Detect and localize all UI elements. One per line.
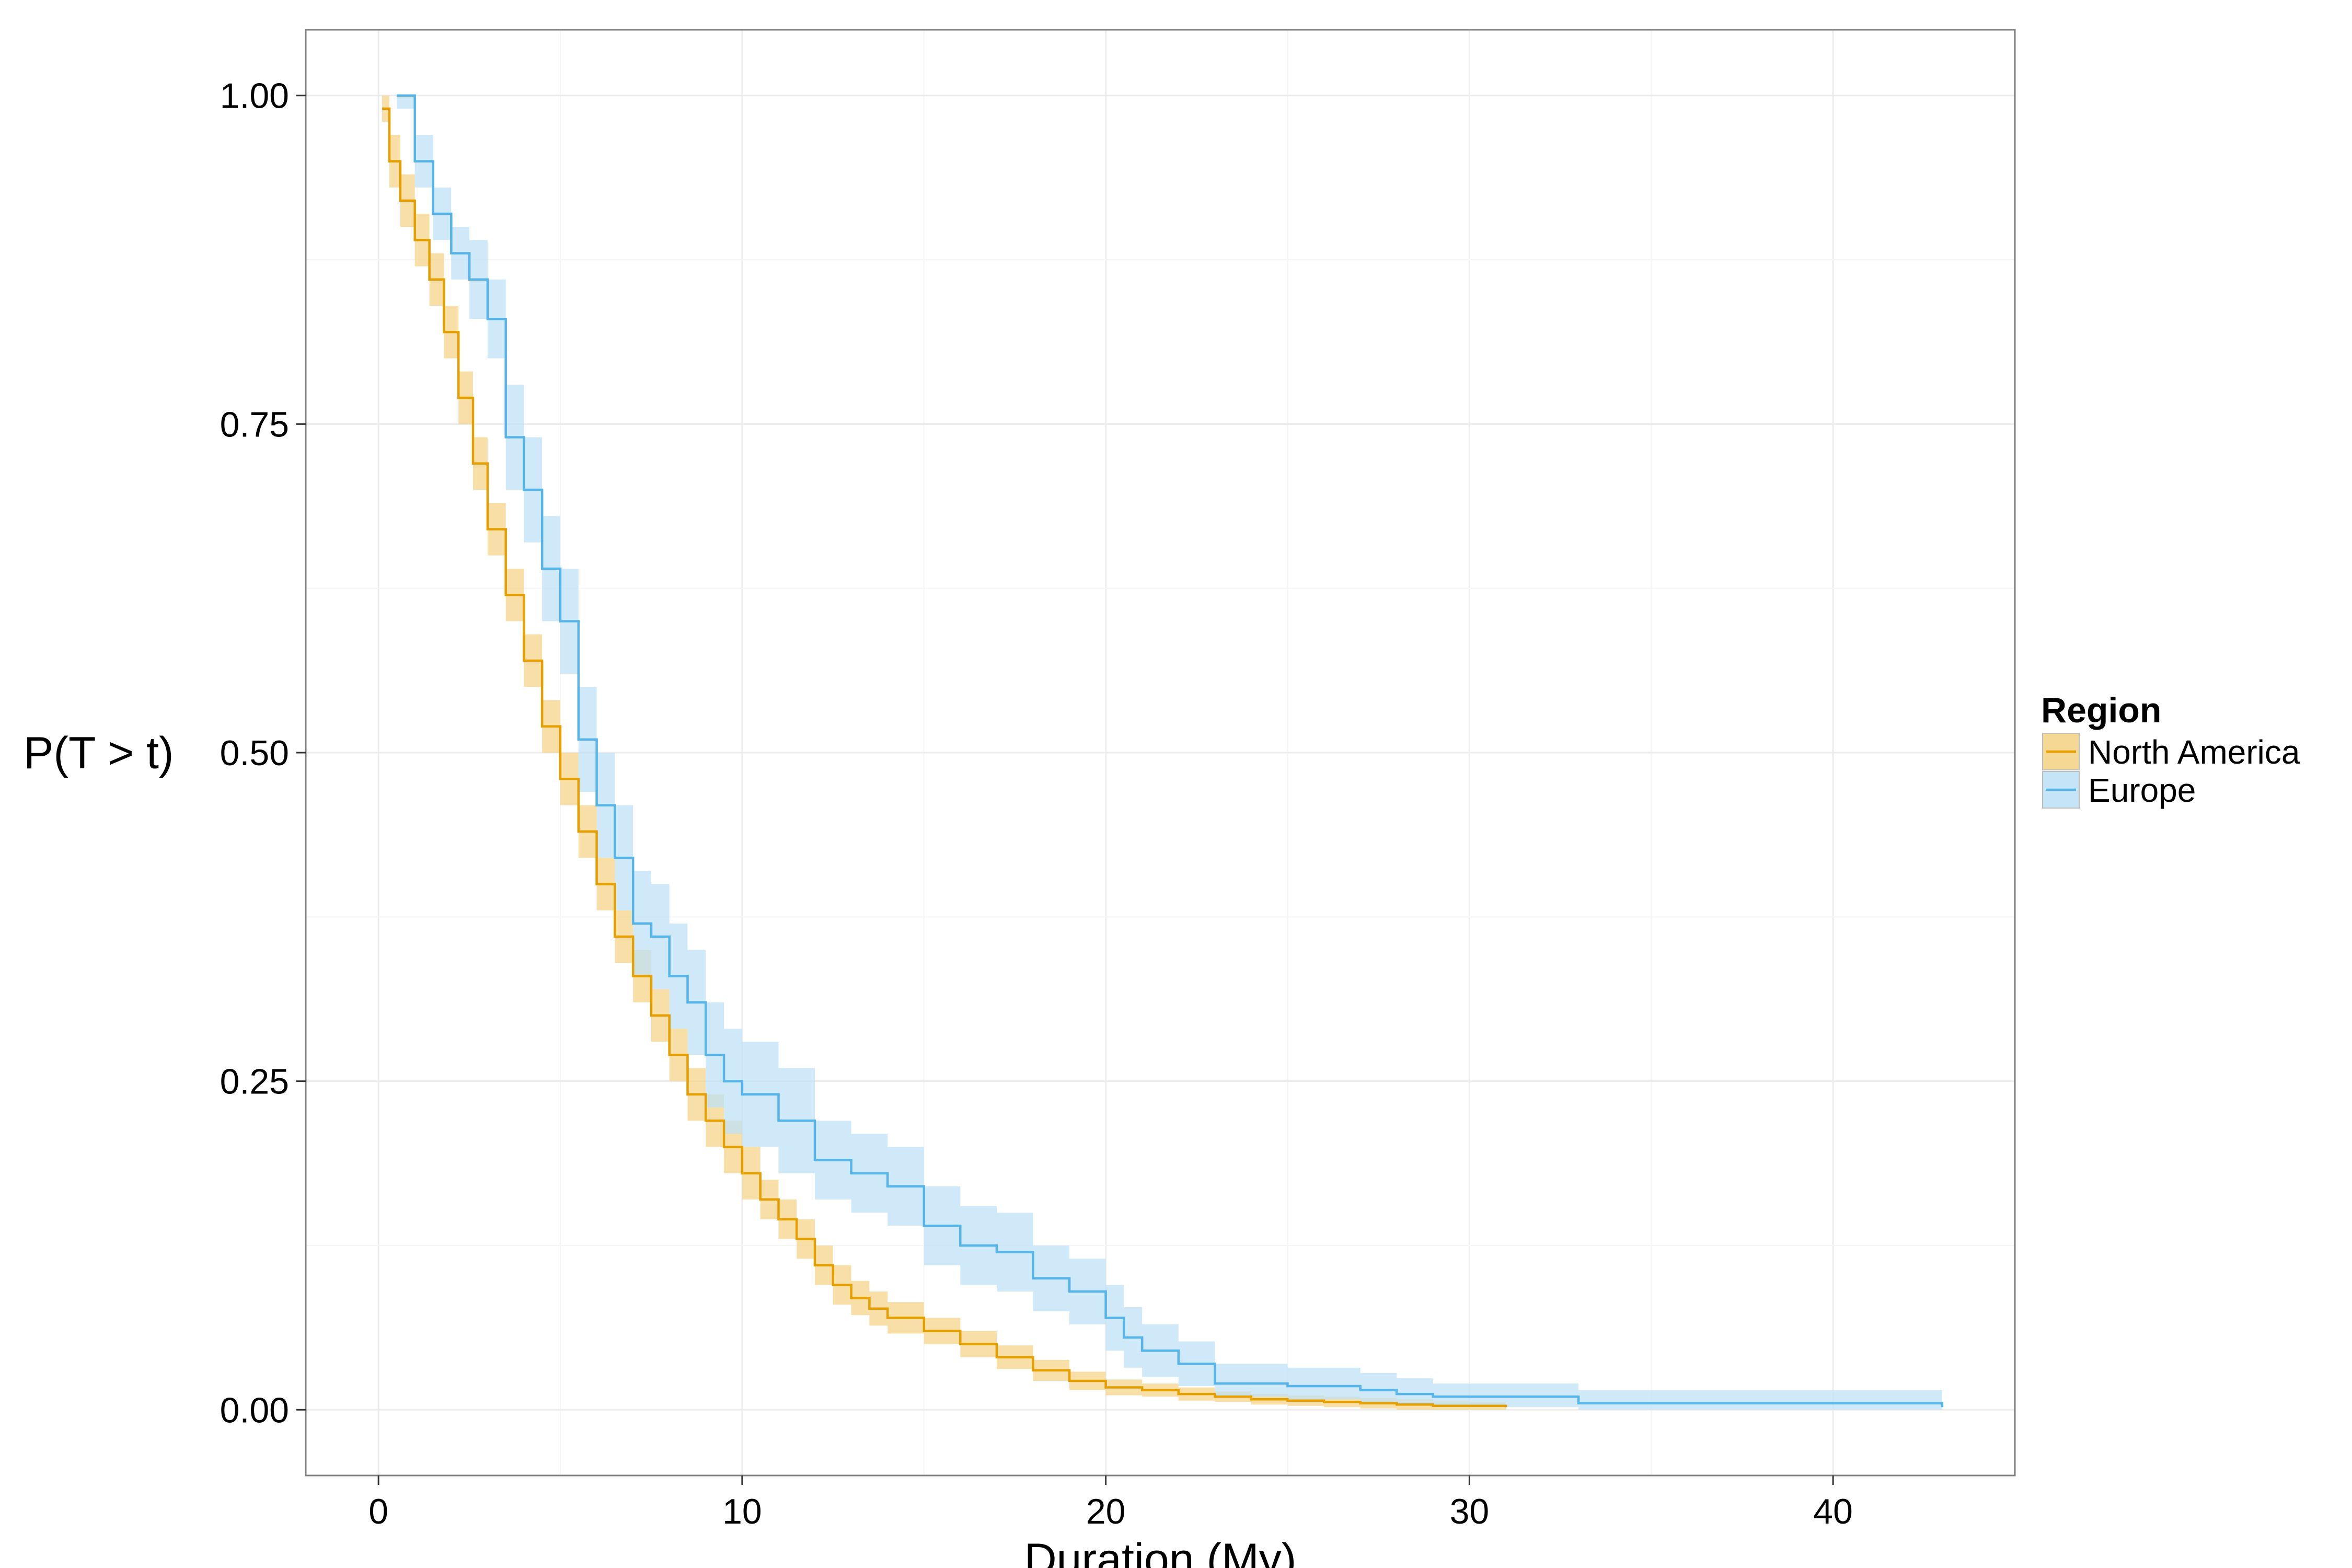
axis-ticks [296,95,1834,1485]
axis-tick-labels: 0 10 20 30 40 0.00 0.25 0.50 0.75 1.00 [220,76,1853,1531]
legend-label-europe: Europe [2088,771,2196,809]
x-tick-label: 40 [1813,1492,1853,1531]
legend-label-north-america: North America [2088,733,2300,771]
europe-confidence-band [396,95,1942,1410]
legend-title: Region [2041,690,2161,730]
confidence-bands [382,95,1942,1410]
x-tick-label: 30 [1450,1492,1490,1531]
x-tick-label: 0 [368,1492,388,1531]
x-tick-label: 10 [722,1492,762,1531]
y-tick-label: 1.00 [220,76,289,116]
y-tick-label: 0.25 [220,1062,289,1102]
europe-survival-line [396,94,1944,1408]
y-axis-title: P(T > t) [24,728,174,778]
y-tick-label: 0.75 [220,405,289,444]
x-axis-title: Duration (My) [1024,1535,1297,1568]
north-america-survival-line [382,107,1507,1408]
x-tick-label: 20 [1086,1492,1126,1531]
y-tick-label: 0.00 [220,1390,289,1430]
survival-lines [382,94,1944,1408]
y-tick-label: 0.50 [220,733,289,773]
